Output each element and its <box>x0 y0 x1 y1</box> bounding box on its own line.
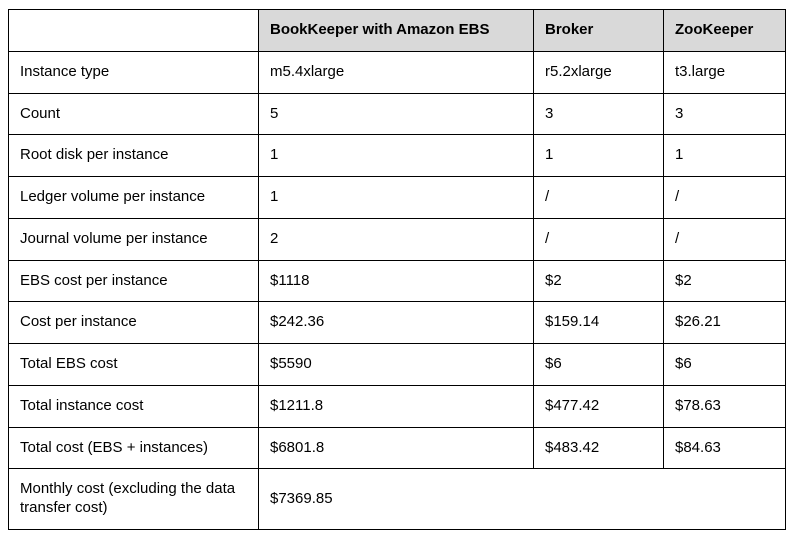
table-row: Journal volume per instance 2 / / <box>8 217 786 261</box>
row-label-cell: Total cost (EBS + instances) <box>8 426 259 470</box>
row-label-cell: Root disk per instance <box>8 134 259 177</box>
table-row: Total EBS cost $5590 $6 $6 <box>8 343 786 386</box>
table-row: EBS cost per instance $1118 $2 $2 <box>8 259 786 303</box>
broker-cell: / <box>533 176 664 219</box>
bookkeeper-cell: $6801.8 <box>258 426 534 470</box>
bookkeeper-cell: 2 <box>258 217 534 261</box>
bookkeeper-cell: $1211.8 <box>258 384 534 428</box>
row-label-cell: Total EBS cost <box>8 343 259 386</box>
zookeeper-cell: 3 <box>663 92 786 136</box>
table-row: Instance type m5.4xlarge r5.2xlarge t3.l… <box>8 50 786 94</box>
zookeeper-cell: $78.63 <box>663 384 786 428</box>
table-row: Count 5 3 3 <box>8 92 786 136</box>
bookkeeper-cell: 1 <box>258 134 534 177</box>
broker-cell: $159.14 <box>533 301 664 344</box>
table-row: Total instance cost $1211.8 $477.42 $78.… <box>8 384 786 428</box>
zookeeper-cell: 1 <box>663 134 786 177</box>
zookeeper-cell: / <box>663 217 786 261</box>
column-header-zookeeper: ZooKeeper <box>663 9 786 52</box>
column-header-bookkeeper: BookKeeper with Amazon EBS <box>258 9 534 52</box>
row-label-cell: Monthly cost (excluding the data transfe… <box>8 468 259 530</box>
bookkeeper-cell: $242.36 <box>258 301 534 344</box>
zookeeper-cell: $2 <box>663 259 786 303</box>
row-label-cell: Cost per instance <box>8 301 259 344</box>
zookeeper-cell: t3.large <box>663 50 786 94</box>
header-row: BookKeeper with Amazon EBS Broker ZooKee… <box>8 9 786 52</box>
zookeeper-cell: $6 <box>663 343 786 386</box>
bookkeeper-cell: $5590 <box>258 343 534 386</box>
broker-cell: r5.2xlarge <box>533 50 664 94</box>
broker-cell: $6 <box>533 343 664 386</box>
bookkeeper-cell: 1 <box>258 176 534 219</box>
table-row: Total cost (EBS + instances) $6801.8 $48… <box>8 426 786 470</box>
row-label-cell: Journal volume per instance <box>8 217 259 261</box>
bookkeeper-cell: 5 <box>258 92 534 136</box>
broker-cell: $477.42 <box>533 384 664 428</box>
broker-cell: 3 <box>533 92 664 136</box>
zookeeper-cell: / <box>663 176 786 219</box>
footer-row: Monthly cost (excluding the data transfe… <box>8 468 786 530</box>
corner-cell <box>8 9 259 52</box>
zookeeper-cell: $26.21 <box>663 301 786 344</box>
table-row: Ledger volume per instance 1 / / <box>8 176 786 219</box>
column-header-broker: Broker <box>533 9 664 52</box>
monthly-cost-cell: $7369.85 <box>258 468 786 530</box>
broker-cell: $483.42 <box>533 426 664 470</box>
bookkeeper-cell: m5.4xlarge <box>258 50 534 94</box>
broker-cell: / <box>533 217 664 261</box>
table-row: Cost per instance $242.36 $159.14 $26.21 <box>8 301 786 344</box>
bookkeeper-cell: $1118 <box>258 259 534 303</box>
cost-comparison-table: BookKeeper with Amazon EBS Broker ZooKee… <box>8 9 786 530</box>
row-label-cell: EBS cost per instance <box>8 259 259 303</box>
zookeeper-cell: $84.63 <box>663 426 786 470</box>
row-label-cell: Ledger volume per instance <box>8 176 259 219</box>
broker-cell: $2 <box>533 259 664 303</box>
broker-cell: 1 <box>533 134 664 177</box>
row-label-cell: Total instance cost <box>8 384 259 428</box>
table-row: Root disk per instance 1 1 1 <box>8 134 786 177</box>
row-label-cell: Instance type <box>8 50 259 94</box>
row-label-cell: Count <box>8 92 259 136</box>
